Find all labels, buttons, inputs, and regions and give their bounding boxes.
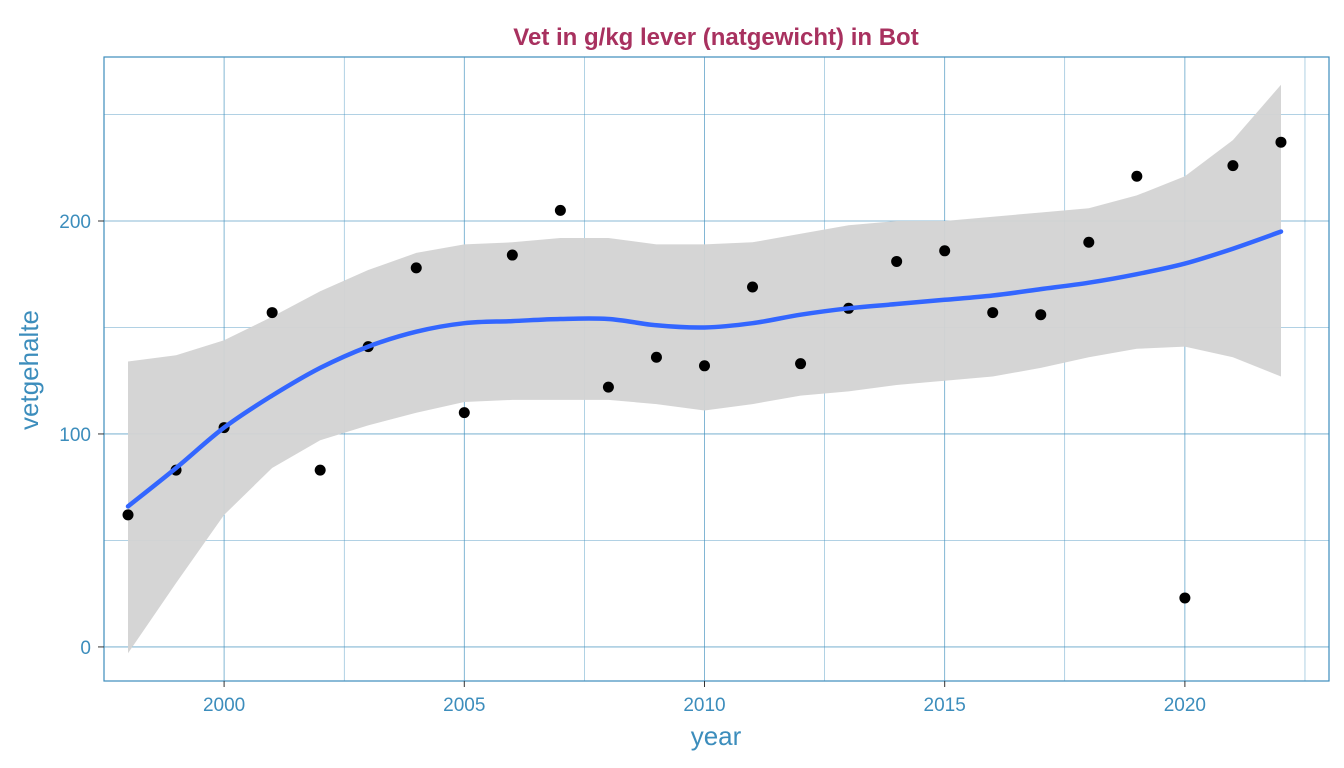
x-tick-label: 2010 <box>683 695 725 716</box>
x-tick-label: 2000 <box>203 695 245 716</box>
data-point <box>458 407 470 419</box>
data-point <box>1035 309 1047 321</box>
data-point <box>266 307 278 319</box>
y-tick-label: 0 <box>80 638 91 659</box>
smooth-line-group <box>125 229 1284 509</box>
data-point <box>698 360 710 372</box>
data-point <box>1131 170 1143 182</box>
x-tick-label: 2005 <box>443 695 485 716</box>
data-point <box>506 249 518 261</box>
smooth-line <box>125 229 1284 509</box>
data-point <box>987 307 999 319</box>
data-point <box>122 509 134 521</box>
data-point <box>650 351 662 363</box>
data-point <box>554 204 566 216</box>
y-tick-label: 200 <box>59 212 91 233</box>
panel-border <box>103 56 1330 682</box>
axis-ticks: 2000 2005 2010 2015 2020 0 100 200 <box>59 212 1206 716</box>
data-point <box>795 358 807 370</box>
data-point <box>602 381 614 393</box>
x-tick-label: 2015 <box>924 695 966 716</box>
y-axis-title: vetgehalte <box>14 310 44 430</box>
data-point <box>410 262 422 274</box>
data-point <box>1275 136 1287 148</box>
chart-title: Vet in g/kg lever (natgewicht) in Bot <box>513 24 918 51</box>
data-point <box>1083 236 1095 248</box>
data-point <box>891 255 903 267</box>
data-point <box>747 281 759 293</box>
data-point <box>1179 592 1191 604</box>
x-tick-label: 2020 <box>1164 695 1206 716</box>
x-axis-title: year <box>691 721 742 751</box>
data-point <box>1227 160 1239 172</box>
data-point <box>314 464 326 476</box>
data-point <box>939 245 951 257</box>
y-tick-label: 100 <box>59 425 91 446</box>
